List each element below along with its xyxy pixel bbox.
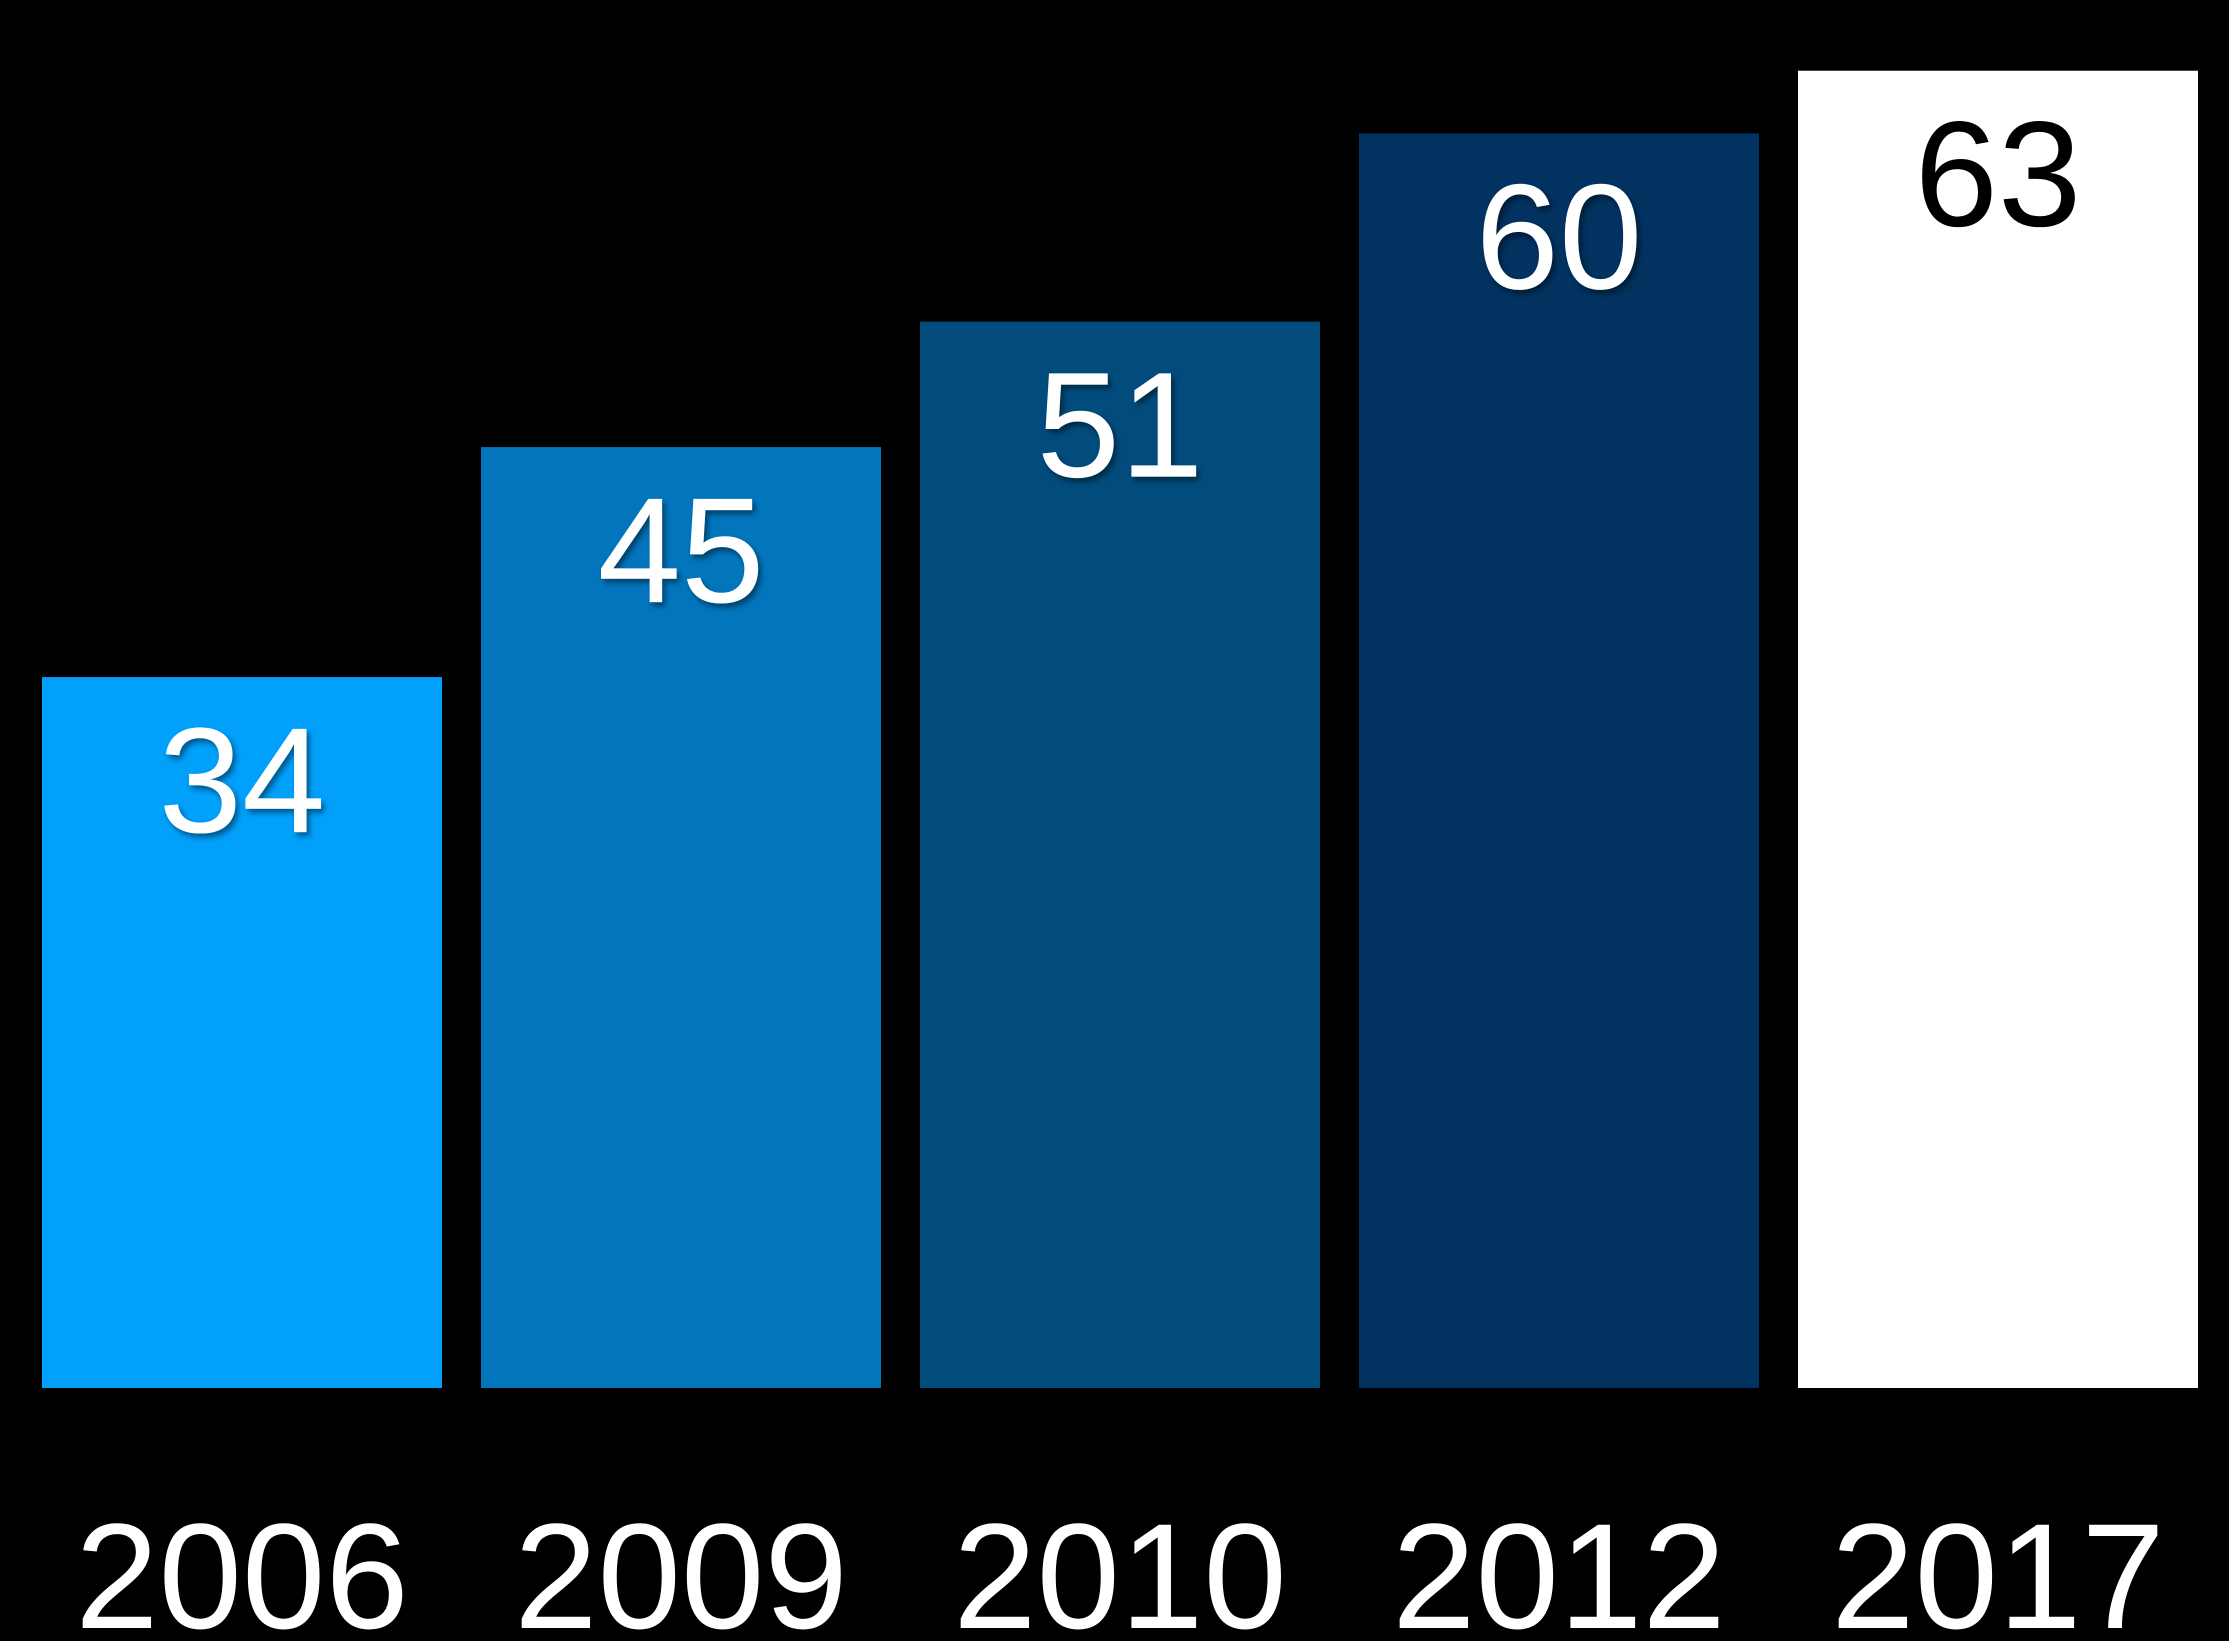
- data-label-2009: 45: [598, 466, 765, 634]
- bar-2012: [1359, 133, 1759, 1388]
- x-tick-label-2009: 2009: [514, 1492, 848, 1641]
- data-label-2012: 60: [1476, 152, 1643, 320]
- data-labels-group: 34 45 51 60 63: [159, 90, 2082, 864]
- bar-2009: [481, 447, 881, 1388]
- data-label-2010: 51: [1037, 341, 1204, 509]
- bars-group: [42, 70, 2198, 1388]
- x-tick-label-2012: 2012: [1392, 1492, 1726, 1641]
- bar-2006: [42, 677, 442, 1388]
- data-label-2017: 63: [1915, 90, 2082, 258]
- bar-2010: [920, 321, 1320, 1388]
- x-tick-label-2017: 2017: [1831, 1492, 2165, 1641]
- x-tick-label-2006: 2006: [75, 1492, 409, 1641]
- x-axis-ticks: 2006 2009 2010 2012 2017: [75, 1492, 2165, 1641]
- x-tick-label-2010: 2010: [953, 1492, 1287, 1641]
- data-label-2006: 34: [159, 696, 326, 864]
- bar-2017: [1798, 70, 2198, 1388]
